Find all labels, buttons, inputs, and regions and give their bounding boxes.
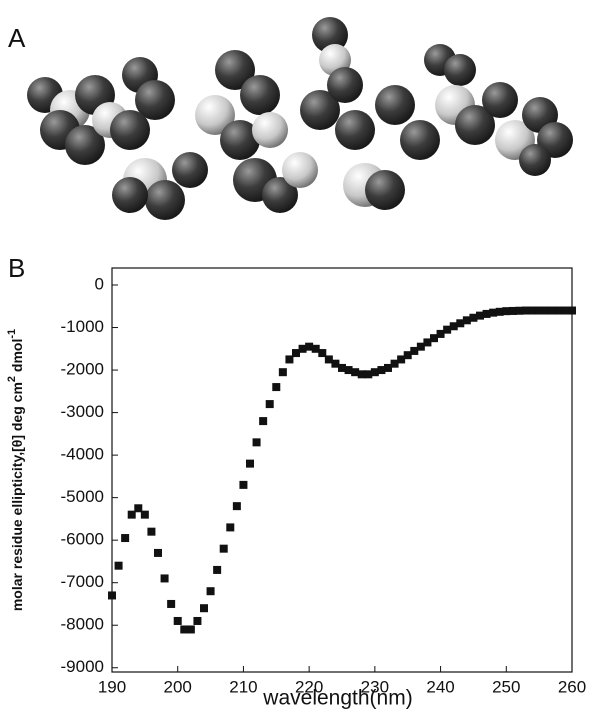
x-tick-label: 210 <box>229 677 257 696</box>
data-point <box>121 534 129 542</box>
data-point <box>141 511 149 519</box>
panel-label: A <box>8 23 26 53</box>
data-point <box>220 545 228 553</box>
x-tick-label: 250 <box>492 677 520 696</box>
data-point <box>239 481 247 489</box>
label-part: molar residue ellipticity,[θ] deg cm <box>9 382 25 611</box>
x-tick-label: 230 <box>361 677 389 696</box>
label-part: dmol <box>9 339 25 376</box>
data-point <box>187 625 195 633</box>
x-tick-label: 260 <box>558 677 586 696</box>
data-point <box>154 549 162 557</box>
y-tick-label: -1000 <box>61 317 104 336</box>
panel-label: B <box>8 253 25 283</box>
y-tick-label: -8000 <box>61 615 104 634</box>
molecule-image <box>27 17 573 220</box>
x-tick-label: 240 <box>426 677 454 696</box>
data-point <box>233 502 241 510</box>
y-tick-label: -5000 <box>61 487 104 506</box>
data-point <box>200 604 208 612</box>
data-point <box>108 591 116 599</box>
x-tick-label: 220 <box>295 677 323 696</box>
data-point <box>207 587 215 595</box>
data-point <box>174 617 182 625</box>
data-point <box>266 400 274 408</box>
plot-frame <box>112 268 572 672</box>
data-point <box>161 574 169 582</box>
y-tick-label: -3000 <box>61 402 104 421</box>
data-point <box>193 617 201 625</box>
x-axis-title: wavelength(nm) <box>262 687 412 709</box>
data-point <box>253 438 261 446</box>
y-tick-label: -9000 <box>61 657 104 676</box>
x-tick-label: 200 <box>164 677 192 696</box>
y-tick-label: -4000 <box>61 445 104 464</box>
data-point <box>115 562 123 570</box>
y-tick-label: -7000 <box>61 572 104 591</box>
data-point <box>167 600 175 608</box>
data-point <box>272 383 280 391</box>
data-point <box>147 528 155 536</box>
data-point <box>246 460 254 468</box>
x-tick-label: 190 <box>98 677 126 696</box>
y-tick-label: -6000 <box>61 530 104 549</box>
y-axis-title: molar residue ellipticity,[θ] deg cm2 dm… <box>6 329 25 611</box>
data-point <box>279 368 287 376</box>
superscript: -1 <box>6 329 18 339</box>
data-point <box>213 566 221 574</box>
y-tick-label: 0 <box>95 274 104 293</box>
y-tick-label: -2000 <box>61 360 104 379</box>
data-point <box>259 417 267 425</box>
data-point <box>226 523 234 531</box>
data-point <box>568 307 576 315</box>
figure: A B wavelength(nm) molar residue ellipti… <box>0 0 593 709</box>
